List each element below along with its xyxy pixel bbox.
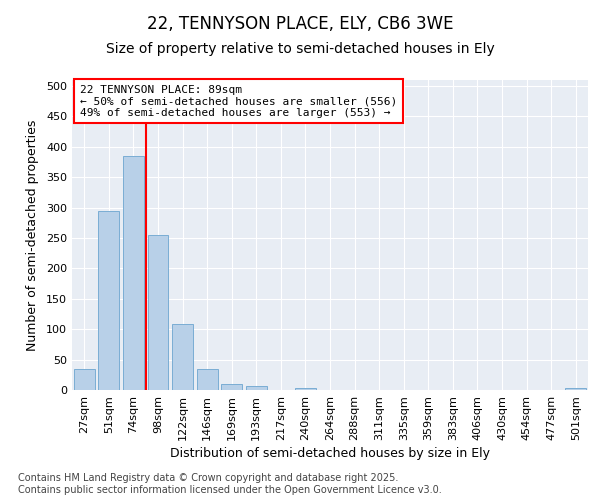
Text: Size of property relative to semi-detached houses in Ely: Size of property relative to semi-detach…	[106, 42, 494, 56]
X-axis label: Distribution of semi-detached houses by size in Ely: Distribution of semi-detached houses by …	[170, 447, 490, 460]
Bar	[295, 388, 316, 390]
Bar	[565, 388, 586, 390]
Text: Contains HM Land Registry data © Crown copyright and database right 2025.
Contai: Contains HM Land Registry data © Crown c…	[18, 474, 442, 495]
Text: 22 TENNYSON PLACE: 89sqm
← 50% of semi-detached houses are smaller (556)
49% of : 22 TENNYSON PLACE: 89sqm ← 50% of semi-d…	[80, 84, 397, 118]
Bar	[246, 386, 267, 390]
Y-axis label: Number of semi-detached properties: Number of semi-detached properties	[26, 120, 39, 350]
Bar	[148, 235, 169, 390]
Bar	[197, 368, 218, 390]
Bar	[172, 324, 193, 390]
Bar	[74, 368, 95, 390]
Bar	[98, 210, 119, 390]
Text: 22, TENNYSON PLACE, ELY, CB6 3WE: 22, TENNYSON PLACE, ELY, CB6 3WE	[147, 15, 453, 33]
Bar	[221, 384, 242, 390]
Bar	[123, 156, 144, 390]
